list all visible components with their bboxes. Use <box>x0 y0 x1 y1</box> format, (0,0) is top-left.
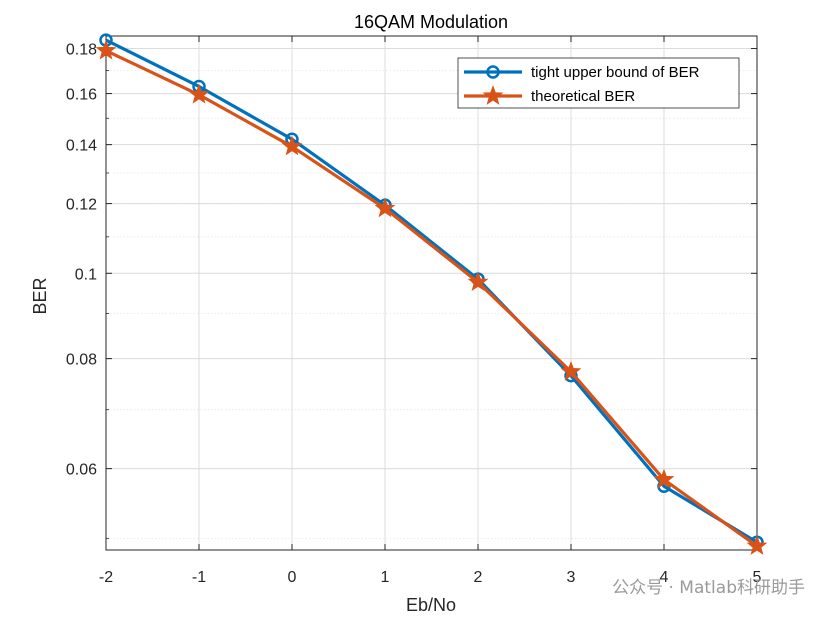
series-2 <box>95 39 768 555</box>
y-tick-label: 0.16 <box>66 87 97 104</box>
y-axis-label: BER <box>30 277 50 314</box>
series-1 <box>99 33 764 549</box>
x-axis-label: Eb/No <box>406 595 456 615</box>
y-tick-label: 0.08 <box>66 352 97 369</box>
y-tick-label: 0.14 <box>66 138 97 155</box>
legend-item: theoretical BER <box>464 85 635 105</box>
x-tick-label: 3 <box>567 569 576 586</box>
legend-star-marker <box>482 85 504 105</box>
legend: tight upper bound of BER theoretical BER <box>457 57 740 109</box>
watermark: 公众号 · Matlab科研助手 <box>612 578 805 598</box>
series-line <box>105 38 758 544</box>
x-tick-label: 4 <box>660 569 669 586</box>
x-tick-label: -2 <box>99 569 113 586</box>
chart-title: 16QAM Modulation <box>354 12 508 32</box>
series-layer <box>95 33 768 555</box>
x-tick-label: 5 <box>753 569 762 586</box>
data-point <box>374 197 396 218</box>
data-point <box>653 468 675 489</box>
legend-box <box>457 57 740 109</box>
legend-circle-marker <box>486 65 500 79</box>
legend-label: theoretical BER <box>531 88 635 105</box>
data-point <box>746 535 768 555</box>
data-point <box>95 39 117 60</box>
x-axis-ticks: -2 -1 0 1 2 3 4 5 <box>99 36 762 586</box>
series-line <box>105 49 758 548</box>
x-tick-label: 0 <box>288 569 297 586</box>
data-point <box>467 271 489 292</box>
y-tick-label: 0.18 <box>66 42 97 59</box>
y-tick-label: 0.12 <box>66 197 97 214</box>
plot-area <box>105 35 758 551</box>
legend-item: tight upper bound of BER <box>464 64 700 81</box>
y-tick-label: 0.06 <box>66 462 97 479</box>
x-tick-label: 2 <box>474 569 483 586</box>
data-point <box>560 360 582 381</box>
x-tick-label: -1 <box>192 569 206 586</box>
x-tick-label: 1 <box>381 569 390 586</box>
y-axis-ticks: 0.06 0.08 0.1 0.12 0.14 0.16 0.18 <box>66 42 757 539</box>
y-tick-label: 0.1 <box>75 266 97 283</box>
data-point <box>188 83 210 104</box>
data-point <box>281 135 303 156</box>
legend-label: tight upper bound of BER <box>531 64 700 81</box>
